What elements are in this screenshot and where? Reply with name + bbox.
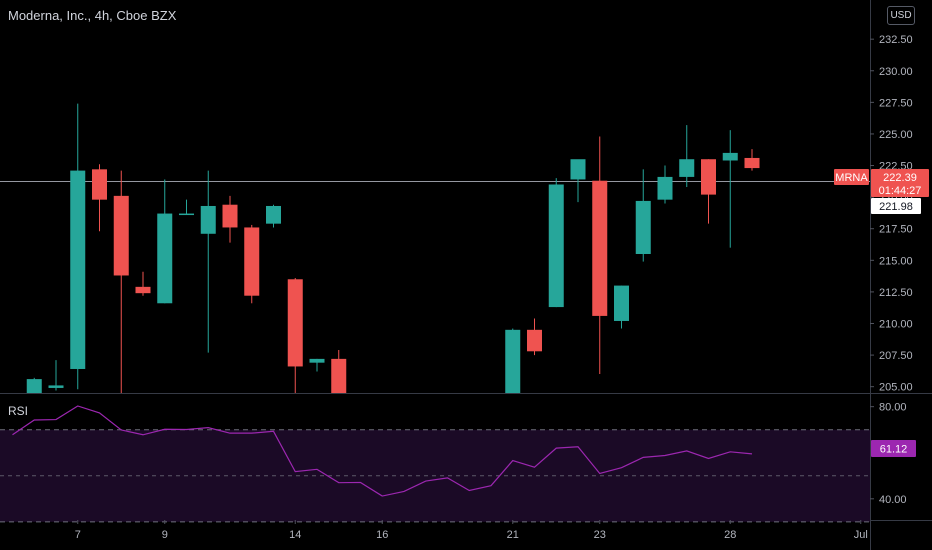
candle-body (157, 213, 173, 304)
price-tick-label: 207.50 (879, 350, 913, 362)
time-tick-label: 23 (594, 529, 606, 541)
candle-body (222, 204, 238, 228)
candle-body (527, 329, 542, 352)
candle-body (614, 285, 629, 321)
chart-title: Moderna, Inc., 4h, Cboe BZX (8, 8, 177, 23)
candles-group (26, 103, 760, 393)
time-tick-label: 28 (724, 529, 736, 541)
time-tick-label: 16 (376, 529, 388, 541)
candle-body (309, 358, 325, 363)
price-tick-label: 205.00 (879, 382, 913, 394)
time-tick-label: Jul (854, 529, 868, 541)
candle-body (744, 157, 760, 169)
price-tick-label: 212.50 (879, 287, 913, 299)
candle-body (266, 205, 281, 224)
candle-body (657, 176, 673, 200)
candle-body (331, 358, 347, 393)
crosshair-price-label: 221.98 (879, 201, 913, 213)
rsi-value-badge (871, 440, 916, 457)
candle-body (548, 184, 564, 308)
rsi-label: RSI (8, 404, 29, 418)
candle-body (592, 180, 608, 316)
currency-button[interactable]: USD (887, 6, 915, 25)
price-tick-label: 227.50 (879, 97, 913, 109)
candle-body (635, 200, 651, 254)
candle-body (113, 195, 129, 276)
price-tick-label: 230.00 (879, 66, 913, 78)
candle-body (722, 152, 738, 161)
price-tick-label: 217.50 (879, 224, 913, 236)
symbol-badge (834, 169, 869, 185)
rsi-tick-label: 80.00 (879, 402, 907, 414)
candle-body (679, 159, 695, 177)
time-tick-label: 9 (162, 529, 168, 541)
last-price-label: 222.39 (883, 172, 917, 184)
candle-body (179, 213, 194, 216)
crosshair-price-badge (871, 198, 921, 214)
price-tick-label: 215.00 (879, 255, 913, 267)
price-tick-label: 225.00 (879, 129, 913, 141)
candle-body (92, 169, 107, 200)
candle-body (48, 385, 64, 388)
countdown-label: 01:44:27 (879, 185, 922, 197)
price-tick-label: 210.00 (879, 318, 913, 330)
symbol-badge-label: MRNA (835, 172, 868, 184)
candle-body (244, 227, 260, 296)
candle-body (505, 329, 521, 393)
last-price-badge (871, 169, 929, 197)
time-tick-label: 21 (507, 529, 519, 541)
rsi-tick-label: 40.00 (879, 494, 907, 506)
candle-body (26, 379, 42, 393)
candle-body (200, 205, 216, 234)
candle-body (701, 159, 716, 195)
rsi-group (12, 405, 753, 497)
price-tick-label: 232.50 (879, 34, 913, 46)
rsi-line (12, 405, 753, 497)
candle-body (70, 170, 86, 369)
time-tick-label: 14 (289, 529, 301, 541)
candle-body (287, 279, 303, 367)
time-tick-label: 7 (75, 529, 81, 541)
candle-body (570, 159, 586, 180)
candle-body (135, 286, 151, 294)
rsi-value-label: 61.12 (880, 444, 908, 456)
